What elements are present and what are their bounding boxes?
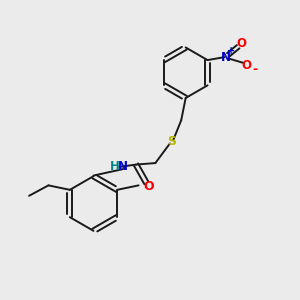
Text: -: - xyxy=(252,62,257,76)
Text: S: S xyxy=(167,135,176,148)
Text: H: H xyxy=(110,160,120,173)
Text: O: O xyxy=(143,180,154,193)
Text: N: N xyxy=(221,51,231,64)
Text: O: O xyxy=(237,37,247,50)
Text: +: + xyxy=(227,46,235,56)
Text: N: N xyxy=(118,160,128,173)
Text: O: O xyxy=(242,58,252,72)
